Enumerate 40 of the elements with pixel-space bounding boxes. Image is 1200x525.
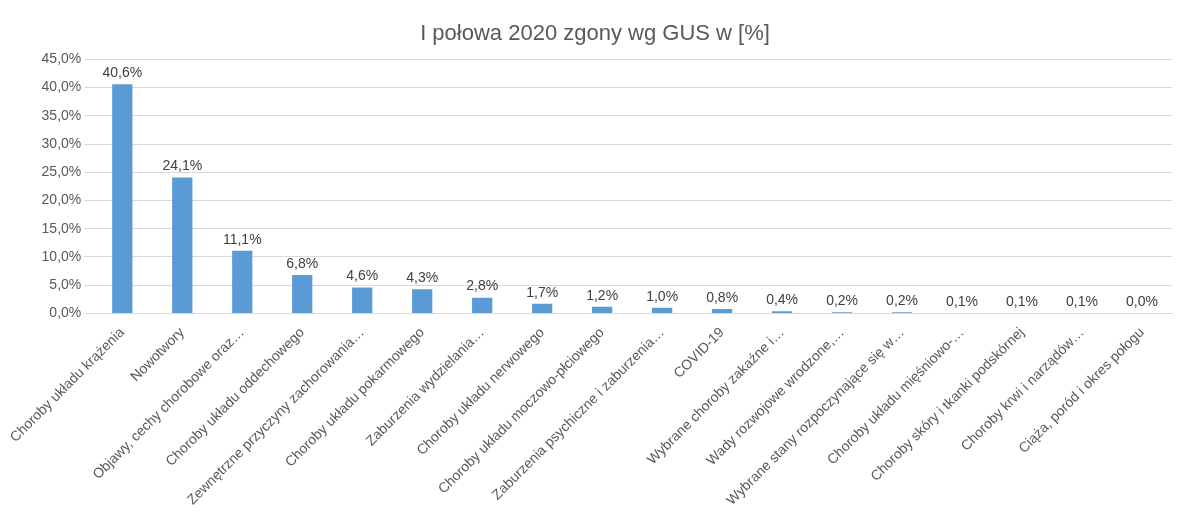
bar — [172, 177, 193, 313]
data-label: 4,6% — [346, 267, 379, 284]
data-label: 40,6% — [102, 64, 143, 81]
bar — [472, 297, 493, 313]
data-label: 0,2% — [886, 292, 919, 309]
y-tick-label: 25,0% — [41, 163, 82, 180]
data-label: 11,1% — [222, 230, 262, 247]
data-label: 2,8% — [466, 277, 499, 294]
y-tick-label: 5,0% — [49, 276, 82, 293]
y-tick-label: 20,0% — [41, 191, 82, 208]
data-label: 1,2% — [586, 286, 619, 303]
y-tick-label: 10,0% — [41, 247, 82, 264]
bar — [412, 289, 433, 313]
data-label: 0,0% — [1126, 293, 1158, 310]
bar — [652, 307, 673, 313]
bar — [712, 308, 733, 313]
y-tick-label: 40,0% — [41, 78, 82, 95]
data-label: 1,0% — [646, 287, 679, 304]
bar — [232, 250, 253, 313]
bar — [112, 84, 133, 313]
y-tick-label: 0,0% — [49, 304, 82, 321]
bar — [292, 275, 313, 313]
data-label: 0,2% — [826, 292, 859, 309]
data-label: 0,1% — [1006, 292, 1038, 309]
data-label: 4,3% — [406, 269, 439, 286]
data-label: 24,1% — [162, 157, 203, 174]
bar — [532, 303, 553, 313]
data-label: 0,1% — [1066, 292, 1098, 309]
chart-title: I połowa 2020 zgony wg GUS w [%] — [420, 20, 770, 46]
y-tick-label: 15,0% — [41, 219, 82, 236]
y-tick-label: 45,0% — [41, 50, 82, 67]
y-tick-label: 30,0% — [41, 134, 82, 151]
data-label: 0,1% — [946, 292, 979, 309]
data-label: 6,8% — [286, 254, 319, 271]
data-label: 0,4% — [766, 291, 799, 308]
bar — [592, 306, 613, 313]
data-label: 0,8% — [706, 288, 739, 305]
data-label: 1,7% — [526, 283, 559, 300]
y-tick-label: 35,0% — [41, 106, 82, 123]
bar — [352, 287, 373, 313]
